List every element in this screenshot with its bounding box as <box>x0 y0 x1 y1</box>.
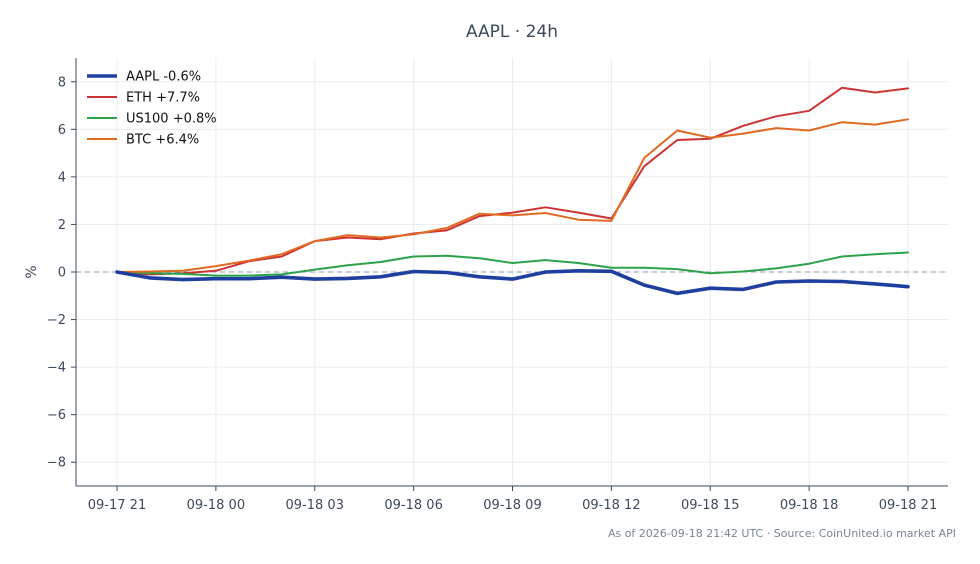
y-tick-label: 2 <box>58 218 66 233</box>
x-tick-labels: 09-17 21 09-18 00 09-18 03 09-18 06 09-18 09… <box>88 498 937 513</box>
x-tick-label: 09-18 09 <box>483 498 541 513</box>
x-tick-label: 09-18 00 <box>187 498 245 513</box>
series-line-aapl <box>115 268 910 296</box>
footer-source-note: As of 2026-09-18 21:42 UTC · Source: Coi… <box>608 527 956 540</box>
y-axis-label: % <box>24 265 40 278</box>
legend-label: AAPL -0.6% <box>126 70 201 85</box>
y-tick-labels: −8 −6 −4 −2 0 2 4 6 8 <box>47 75 66 470</box>
y-tick-label: 0 <box>58 266 66 281</box>
y-tick-label: 6 <box>58 123 66 138</box>
y-tick-label: −8 <box>47 456 66 471</box>
series-line-btc <box>116 118 909 273</box>
legend-label: US100 +0.8% <box>126 112 217 127</box>
legend: AAPL -0.6% ETH +7.7% US100 +0.8% BTC +6.4% <box>87 70 217 148</box>
x-tick-label: 09-18 15 <box>681 498 739 513</box>
chart-title: AAPL · 24h <box>466 22 558 42</box>
axes <box>71 58 948 491</box>
legend-item: BTC +6.4% <box>87 133 199 148</box>
series-line-us100 <box>116 251 909 277</box>
y-tick-label: −6 <box>47 408 66 423</box>
y-tick-label: −2 <box>47 313 66 328</box>
x-tick-label: 09-18 18 <box>780 498 838 513</box>
x-tick-label: 09-18 06 <box>384 498 442 513</box>
x-tick-label: 09-18 12 <box>582 498 640 513</box>
legend-item: ETH +7.7% <box>87 91 200 106</box>
y-tick-label: −4 <box>47 361 66 376</box>
series-lines <box>115 86 910 296</box>
y-tick-label: 8 <box>58 75 66 90</box>
x-tick-label: 09-18 21 <box>879 498 937 513</box>
legend-label: ETH +7.7% <box>126 91 200 106</box>
legend-item: AAPL -0.6% <box>87 70 201 85</box>
x-tick-label: 09-18 03 <box>286 498 344 513</box>
legend-label: BTC +6.4% <box>126 133 199 148</box>
x-tick-label: 09-17 21 <box>88 498 146 513</box>
y-tick-label: 4 <box>58 170 66 185</box>
legend-item: US100 +0.8% <box>87 112 217 127</box>
